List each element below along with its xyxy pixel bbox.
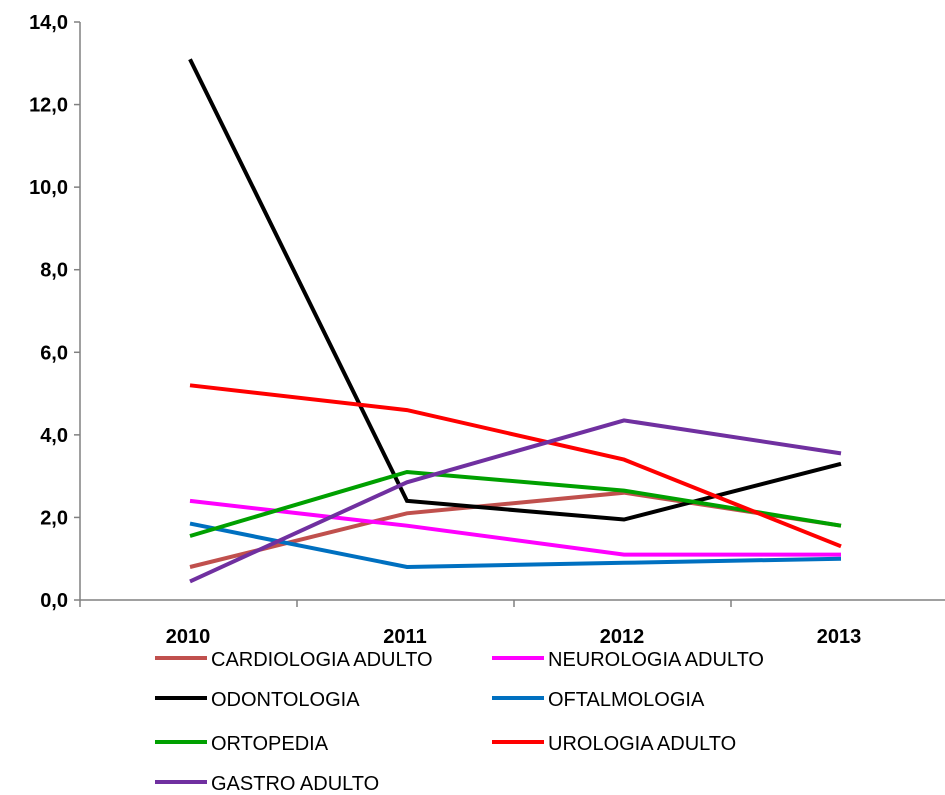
legend-label: UROLOGIA ADULTO	[548, 733, 736, 755]
x-tick-label: 2012	[600, 626, 645, 648]
series-line-oftalmologia	[189, 521, 842, 570]
legend-label: NEUROLOGIA ADULTO	[548, 649, 764, 671]
y-tick-label: 12,0	[29, 95, 68, 117]
y-tick-label: 14,0	[29, 12, 68, 34]
legend-label: ORTOPEDIA	[211, 733, 329, 755]
y-tick-label: 6,0	[40, 342, 68, 364]
y-tick-label: 4,0	[40, 425, 68, 447]
legend: CARDIOLOGIA ADULTO NEUROLOGIA ADULTO ODONT…	[155, 649, 764, 795]
series-line-odontologia	[188, 58, 842, 522]
axes	[79, 22, 945, 601]
series-line-ortopedia	[189, 469, 842, 538]
legend-label: OFTALMOLOGIA	[548, 689, 705, 711]
series-line-urologia-adulto	[189, 383, 842, 549]
legend-label: GASTRO ADULTO	[211, 773, 379, 795]
y-tick-label: 2,0	[40, 507, 68, 529]
x-tick-label: 2010	[166, 626, 211, 648]
y-tick-labels: 0,0 2,0 4,0 6,0 8,0 10,0 12,0 14,0	[29, 12, 80, 612]
legend-label: CARDIOLOGIA ADULTO	[211, 649, 433, 671]
series-line-neurologia-adulto	[189, 498, 841, 557]
x-tick-label: 2011	[383, 626, 426, 648]
y-tick-label: 8,0	[40, 260, 68, 282]
y-tick-label: 0,0	[40, 590, 68, 612]
x-tick-label: 2013	[817, 626, 862, 648]
legend-label: ODONTOLOGIA	[211, 689, 360, 711]
series-lines	[188, 58, 842, 584]
x-tick-labels: 2010 2011 2012 2013	[79, 600, 862, 648]
y-tick-label: 10,0	[29, 177, 68, 199]
series-line-gastro-adulto	[189, 418, 842, 584]
